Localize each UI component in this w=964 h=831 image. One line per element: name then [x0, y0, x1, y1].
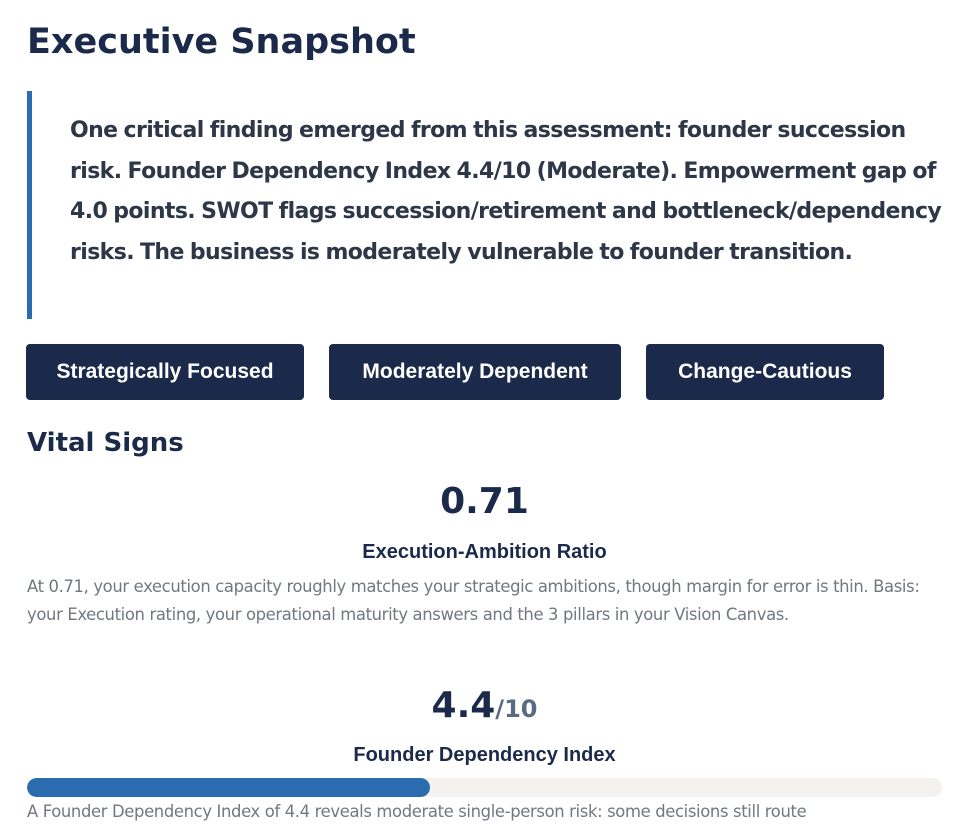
founder-dependency-metric: 4.4/10 Founder Dependency Index A Founde… — [27, 682, 942, 826]
metric-description: At 0.71, your execution capacity roughly… — [27, 577, 920, 624]
metric-value-suffix: /10 — [495, 695, 538, 723]
metric-description: A Founder Dependency Index of 4.4 reveal… — [27, 802, 807, 821]
tag-change-cautious: Change-Cautious — [646, 344, 884, 400]
page-title: Executive Snapshot — [27, 22, 416, 62]
summary-callout: One critical finding emerged from this a… — [27, 91, 947, 319]
dependency-progress-bar — [27, 778, 942, 797]
tag-strategically-focused: Strategically Focused — [26, 344, 304, 400]
execution-ambition-metric: 0.71 Execution-Ambition Ratio At 0.71, y… — [27, 478, 942, 629]
metric-value-wrapper: 4.4/10 — [27, 682, 942, 733]
metric-value: 4.4 — [431, 685, 496, 726]
metric-value: 0.71 — [440, 481, 529, 522]
metric-label: Founder Dependency Index — [353, 744, 616, 766]
summary-text: One critical finding emerged from this a… — [70, 118, 942, 265]
vital-signs-heading: Vital Signs — [27, 428, 184, 458]
tag-moderately-dependent: Moderately Dependent — [329, 344, 621, 400]
dependency-progress-fill — [27, 778, 430, 797]
metric-label: Execution-Ambition Ratio — [362, 541, 607, 563]
